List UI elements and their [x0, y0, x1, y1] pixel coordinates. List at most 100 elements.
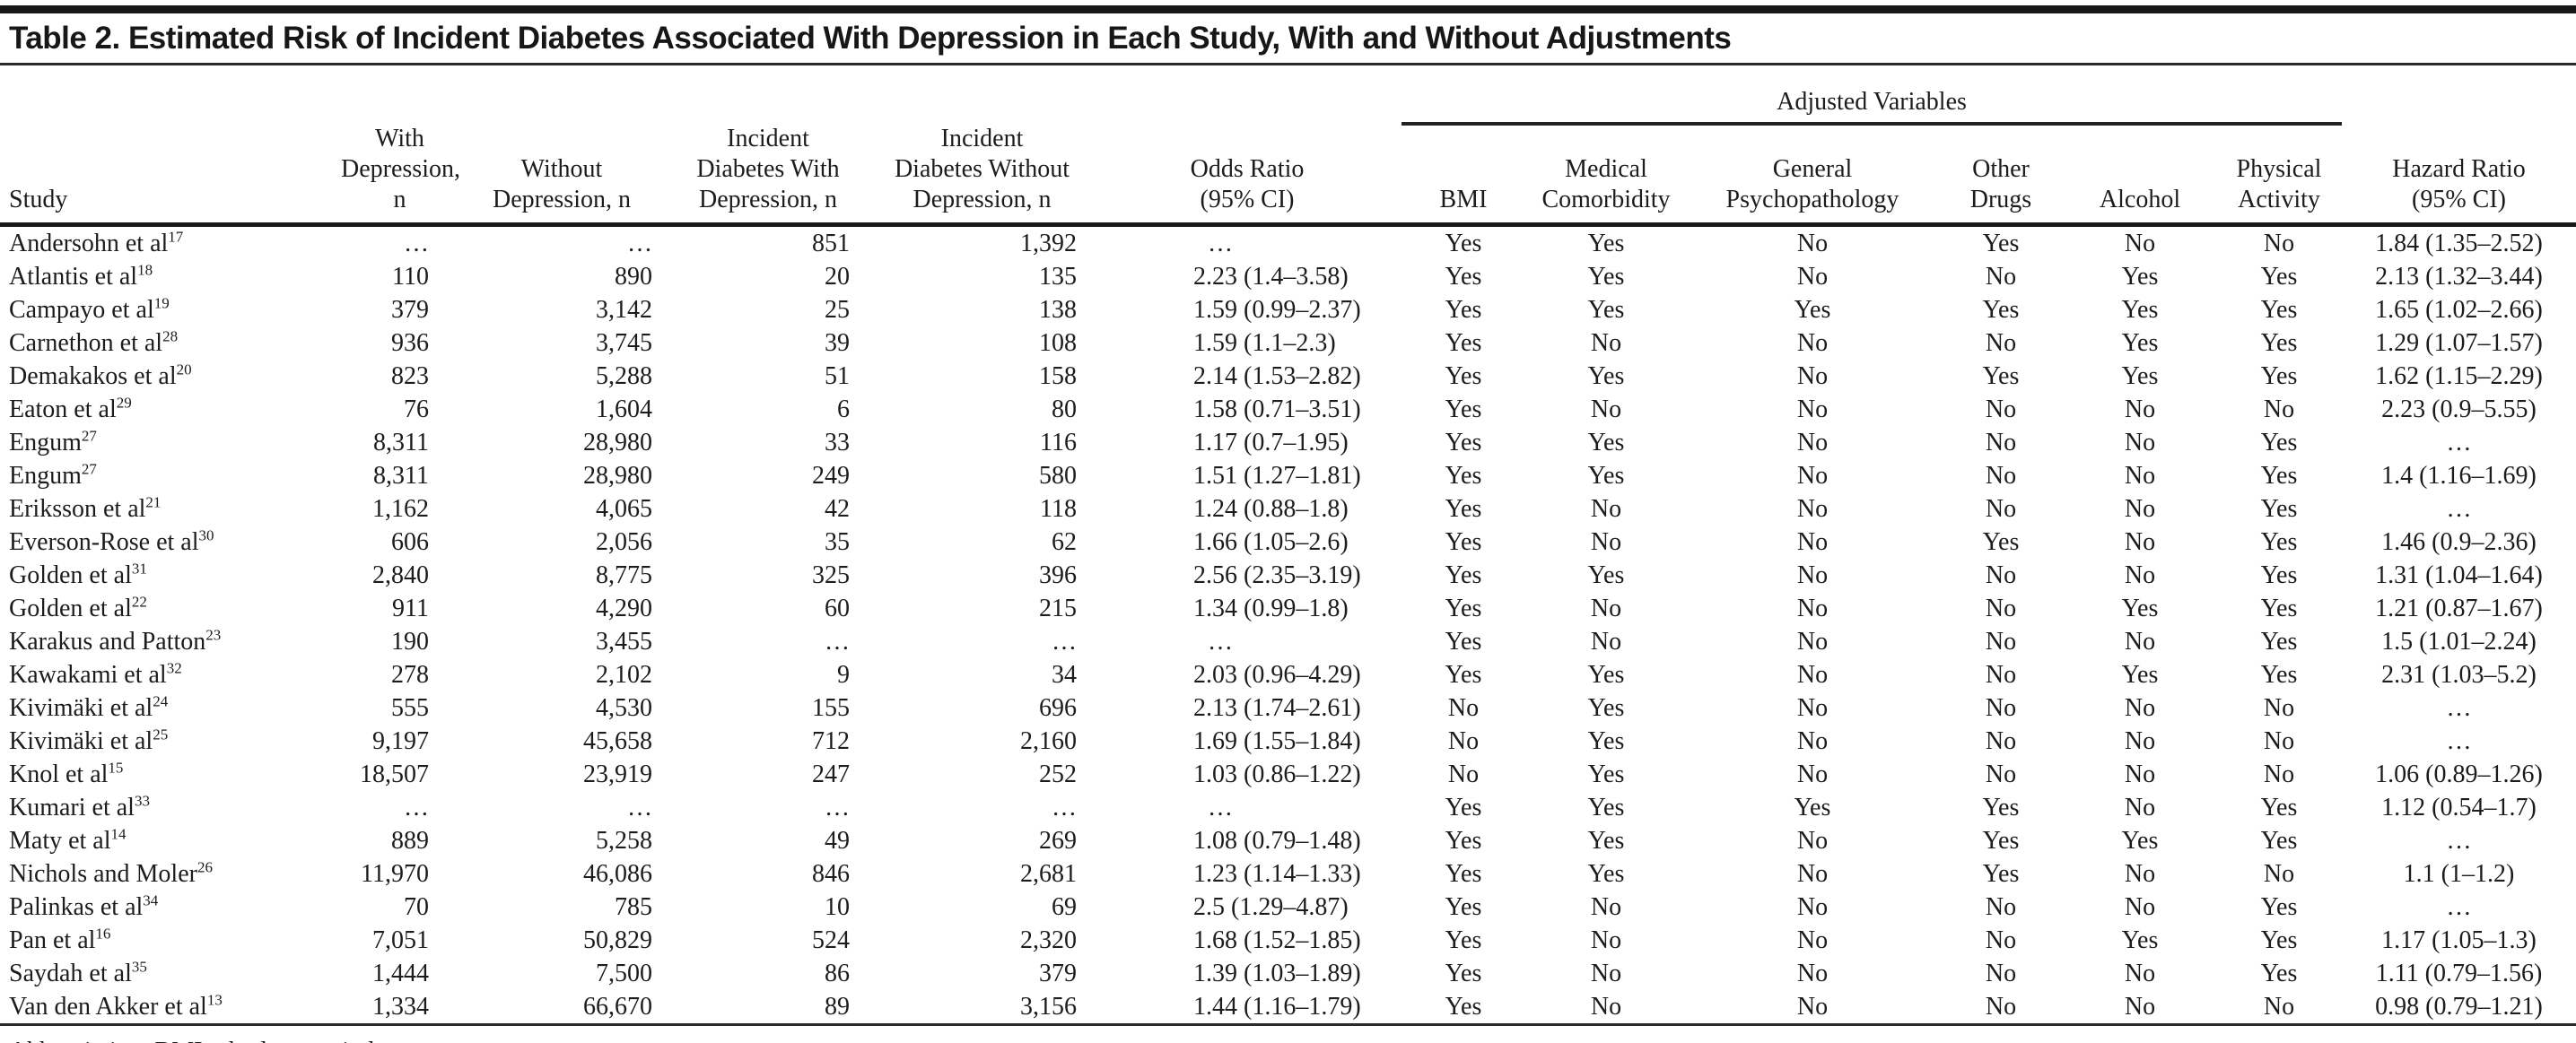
reference-superscript: 28: [162, 327, 179, 345]
table-row: Pan et al16 7,051 50,829 524 2,320 1.68 (1.52…: [0, 924, 2576, 957]
cell-odds-ratio: …: [1208, 627, 1233, 656]
cell-other-drugs: No: [1985, 760, 2017, 788]
table-row: Golden et al22 911 4,290 60 215 1.34 (0.99–1.…: [0, 592, 2576, 625]
cell-incident-diabetes-with-n: 247: [812, 760, 850, 788]
table-row: Karakus and Patton23 190 3,455 … … … Yes No No No…: [0, 625, 2576, 658]
reference-superscript: 23: [205, 626, 222, 644]
cell-physical-activity: No: [2263, 726, 2295, 755]
data-table: Adjusted Variables Study With Depression,…: [0, 65, 2576, 1026]
cell-study: Eriksson et al21: [9, 493, 162, 523]
table-header: Adjusted Variables Study With Depression,…: [0, 65, 2576, 227]
col-header-study: Study: [0, 124, 341, 227]
cell-odds-ratio: 1.23 (1.14–1.33): [1193, 859, 1361, 888]
cell-hazard-ratio: 1.31 (1.04–1.64): [2375, 561, 2543, 589]
cell-without-depression-n: 4,530: [596, 693, 652, 722]
cell-bmi: Yes: [1445, 926, 1482, 954]
cell-odds-ratio: 1.69 (1.55–1.84): [1193, 726, 1361, 755]
cell-other-drugs: No: [1985, 328, 2017, 357]
group-header-spacer-right: [2342, 65, 2576, 124]
cell-study: Knol et al15: [9, 759, 124, 788]
reference-superscript: 32: [166, 659, 182, 677]
cell-medical-comorbidity: No: [1590, 926, 1622, 954]
cell-general-psychopathology: No: [1796, 361, 1829, 390]
reference-superscript: 27: [81, 460, 97, 478]
cell-incident-diabetes-without-n: …: [1052, 627, 1077, 656]
cell-incident-diabetes-without-n: 696: [1039, 693, 1077, 722]
cell-bmi: Yes: [1445, 229, 1482, 257]
cell-bmi: Yes: [1445, 527, 1482, 556]
cell-physical-activity: No: [2263, 760, 2295, 788]
cell-hazard-ratio: 1.11 (0.79–1.56): [2375, 959, 2543, 987]
cell-incident-diabetes-with-n: …: [825, 793, 850, 821]
cell-physical-activity: No: [2263, 859, 2295, 888]
cell-incident-diabetes-without-n: 580: [1039, 461, 1077, 490]
cell-study: Engum27: [9, 460, 97, 490]
cell-physical-activity: Yes: [2260, 561, 2298, 589]
cell-other-drugs: Yes: [1982, 361, 2020, 390]
reference-superscript: 16: [95, 925, 111, 943]
cell-hazard-ratio: 1.21 (0.87–1.67): [2375, 594, 2543, 622]
cell-bmi: Yes: [1445, 428, 1482, 456]
cell-incident-diabetes-without-n: 118: [1040, 494, 1077, 523]
cell-bmi: Yes: [1445, 859, 1482, 888]
cell-incident-diabetes-without-n: 269: [1039, 826, 1077, 855]
cell-physical-activity: Yes: [2260, 494, 2298, 523]
cell-other-drugs: No: [1985, 395, 2017, 423]
cell-general-psychopathology: No: [1687, 990, 1938, 1026]
cell-with-depression-n: 11,970: [361, 859, 429, 888]
cell-odds-ratio: 1.03 (0.86–1.22): [1193, 760, 1361, 788]
cell-hazard-ratio: 1.29 (1.07–1.57): [2375, 328, 2543, 357]
cell-alcohol: Yes: [2121, 295, 2159, 324]
cell-medical-comorbidity: Yes: [1587, 361, 1625, 390]
table-row: Maty et al14 889 5,258 49 269 1.08 (0.79–1.48…: [0, 824, 2576, 857]
cell-odds-ratio: 1.17 (0.7–1.95): [1193, 428, 1349, 456]
cell-other-drugs: No: [1938, 990, 2064, 1026]
cell-incident-diabetes-without-n: 215: [1039, 594, 1077, 622]
cell-study: Campayo et al19: [9, 294, 170, 324]
cell-incident-diabetes-with-n: 39: [825, 328, 850, 357]
cell-other-drugs: No: [1985, 494, 2017, 523]
cell-general-psychopathology: No: [1796, 760, 1829, 788]
cell-odds-ratio: 1.59 (1.1–2.3): [1193, 328, 1336, 357]
cell-alcohol: No: [2124, 693, 2156, 722]
cell-incident-diabetes-with-n: 35: [825, 527, 850, 556]
reference-superscript: 30: [198, 526, 214, 544]
table-title: Table 2. Estimated Risk of Incident Diab…: [0, 13, 2576, 65]
cell-with-depression-n: 9,197: [372, 726, 429, 755]
cell-medical-comorbidity: No: [1590, 892, 1622, 921]
cell-incident-diabetes-with-n: 712: [812, 726, 850, 755]
cell-physical-activity: Yes: [2260, 594, 2298, 622]
cell-incident-diabetes-without-n: 108: [1039, 328, 1077, 357]
cell-physical-activity: Yes: [2260, 826, 2298, 855]
cell-alcohol: No: [2124, 229, 2156, 257]
cell-general-psychopathology: No: [1796, 859, 1829, 888]
cell-incident-diabetes-with-n: 9: [837, 660, 850, 689]
cell-hazard-ratio: …: [2446, 693, 2472, 722]
cell-physical-activity: Yes: [2260, 660, 2298, 689]
table-row: Kivimäki et al25 9,197 45,658 712 2,160 1.69 …: [0, 725, 2576, 758]
cell-physical-activity: No: [2216, 990, 2342, 1026]
cell-hazard-ratio: 2.23 (0.9–5.55): [2381, 395, 2537, 423]
cell-other-drugs: No: [1985, 262, 2017, 291]
cell-general-psychopathology: No: [1796, 461, 1829, 490]
cell-without-depression-n: 5,288: [596, 361, 652, 390]
cell-other-drugs: No: [1985, 561, 2017, 589]
cell-odds-ratio: …: [1208, 229, 1233, 257]
cell-general-psychopathology: No: [1796, 328, 1829, 357]
cell-with-depression-n: 1,162: [372, 494, 429, 523]
cell-general-psychopathology: No: [1796, 693, 1829, 722]
cell-incident-diabetes-with-n: 524: [812, 926, 850, 954]
col-header-bmi: BMI: [1402, 124, 1525, 227]
cell-odds-ratio: 1.51 (1.27–1.81): [1193, 461, 1361, 490]
cell-alcohol: No: [2124, 726, 2156, 755]
cell-other-drugs: No: [1985, 594, 2017, 622]
cell-bmi: Yes: [1445, 561, 1482, 589]
reference-superscript: 22: [131, 593, 147, 611]
col-header-with-depression: With Depression, n: [341, 124, 460, 227]
cell-hazard-ratio: …: [2446, 892, 2472, 921]
cell-bmi: No: [1447, 760, 1480, 788]
cell-with-depression-n: 7,051: [372, 926, 429, 954]
cell-hazard-ratio: …: [2446, 826, 2472, 855]
reference-superscript: 25: [153, 726, 169, 743]
